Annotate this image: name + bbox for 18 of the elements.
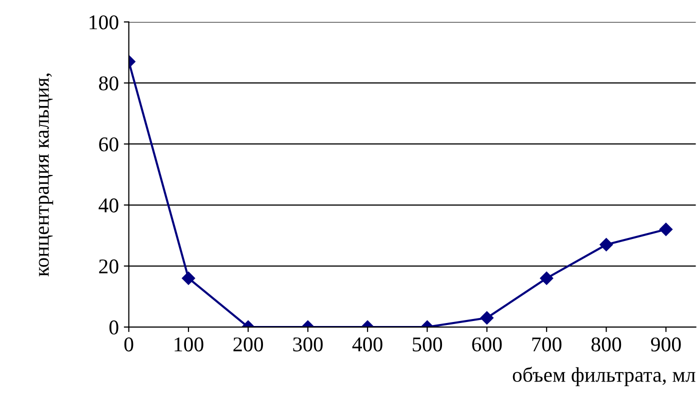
x-tick-label: 400 [352,337,382,352]
x-tick-label: 900 [651,337,681,352]
x-tick-label: 100 [174,337,204,352]
y-axis-title: концентрация кальция, [38,74,54,276]
x-tick-label: 600 [472,337,502,352]
x-tick-label: 800 [591,337,622,352]
y-tick-label: 40 [98,198,118,212]
x-axis-title: объем фильтрата, мл [512,366,696,386]
y-tick-label: 100 [90,15,118,30]
y-tick-label: 0 [109,320,118,334]
x-tick-label: 700 [532,337,562,352]
x-tick-label: 500 [412,337,442,352]
x-tick-label: 200 [233,337,263,352]
x-tick-label: 300 [293,337,323,352]
y-tick-label: 80 [99,76,118,90]
x-tick-label: 0 [124,337,134,352]
y-tick-label: 20 [99,259,118,274]
y-tick-label: 60 [99,137,118,152]
